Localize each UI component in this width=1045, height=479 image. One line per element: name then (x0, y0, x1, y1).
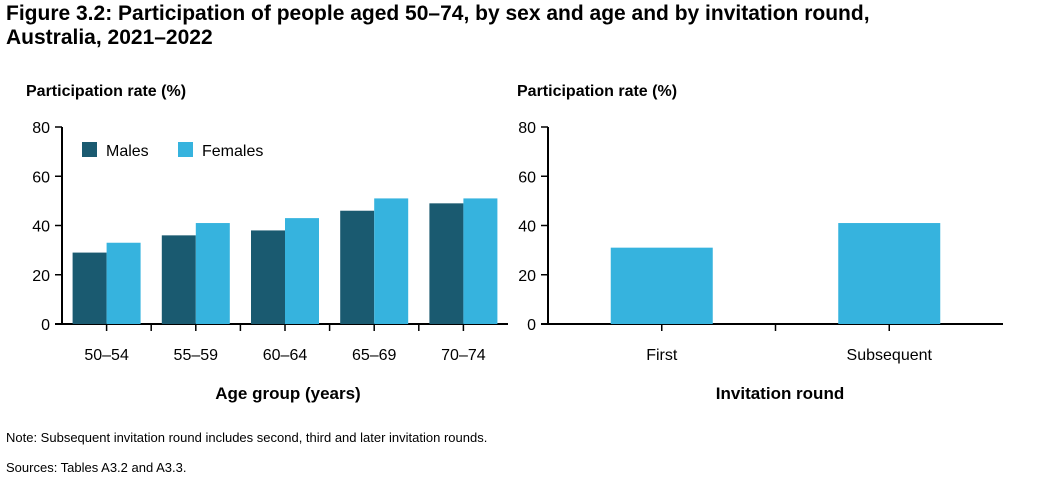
right-x-tick-label: Subsequent (847, 347, 933, 364)
left-x-tick-label: 55–59 (174, 347, 219, 364)
left-y-tick-label: 20 (32, 268, 50, 285)
right-bar-value (610, 247, 713, 324)
legend-swatch-males (82, 142, 97, 157)
left-bar-females (195, 223, 230, 324)
left-y-tick-label: 60 (32, 169, 50, 186)
right-x-axis-label: Invitation round (716, 384, 844, 403)
charts-canvas: Participation rate (%) Age group (years)… (26, 83, 1003, 403)
left-x-tick-label: 60–64 (263, 347, 308, 364)
figure-title: Figure 3.2: Participation of people aged… (6, 2, 1036, 50)
invitation-round-chart: Participation rate (%) Invitation round … (517, 83, 1003, 403)
left-x-tick-label: 70–74 (441, 347, 486, 364)
legend-label-males: Males (106, 143, 149, 160)
left-y-tick-label: 40 (32, 219, 50, 236)
right-y-tick-label: 40 (518, 219, 536, 236)
left-x-axis-label: Age group (years) (215, 384, 360, 403)
left-bar-females (106, 242, 141, 324)
left-bar-males (161, 235, 196, 324)
right-y-tick-label: 60 (518, 169, 536, 186)
left-bar-females (374, 198, 409, 324)
left-y-tick-label: 80 (32, 120, 50, 137)
left-bar-females (463, 198, 498, 324)
left-x-tick-label: 65–69 (352, 347, 397, 364)
age-sex-chart: Participation rate (%) Age group (years)… (26, 83, 508, 403)
left-bar-males (429, 203, 464, 324)
right-y-tick-label: 0 (527, 317, 536, 334)
right-y-tick-label: 80 (518, 120, 536, 137)
legend-swatch-females (178, 142, 193, 157)
right-x-tick-label: First (646, 347, 678, 364)
right-bar-value (838, 223, 941, 324)
legend-label-females: Females (202, 143, 263, 160)
figure-title-line1: Figure 3.2: Participation of people aged… (6, 2, 870, 25)
left-bar-males (340, 210, 375, 324)
figure-title-line2: Australia, 2021–2022 (6, 26, 213, 49)
left-bar-males (251, 230, 285, 324)
right-y-tick-label: 20 (518, 268, 536, 285)
left-y-axis-label: Participation rate (%) (26, 83, 186, 100)
left-bar-females (285, 218, 319, 324)
left-x-tick-label: 50–54 (84, 347, 129, 364)
figure-sources: Sources: Tables A3.2 and A3.3. (6, 460, 187, 475)
left-y-tick-label: 0 (41, 317, 50, 334)
left-bar-males (72, 252, 107, 324)
right-y-axis-label: Participation rate (%) (517, 83, 677, 100)
figure-note: Note: Subsequent invitation round includ… (6, 430, 488, 445)
